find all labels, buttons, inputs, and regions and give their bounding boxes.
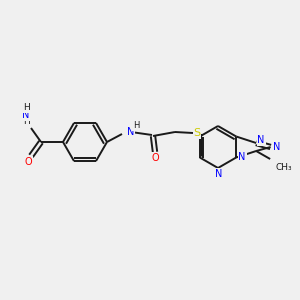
Text: H: H bbox=[22, 103, 29, 112]
Text: N: N bbox=[273, 142, 280, 152]
Text: N: N bbox=[215, 169, 223, 179]
Text: N: N bbox=[238, 152, 246, 163]
Text: O: O bbox=[24, 157, 32, 167]
Text: H: H bbox=[22, 118, 29, 127]
Text: O: O bbox=[151, 153, 159, 163]
Text: H: H bbox=[133, 122, 140, 130]
Text: N: N bbox=[127, 127, 134, 137]
Text: N: N bbox=[257, 135, 265, 145]
Text: N: N bbox=[22, 110, 30, 120]
Text: S: S bbox=[194, 128, 201, 138]
Text: CH₃: CH₃ bbox=[275, 163, 292, 172]
